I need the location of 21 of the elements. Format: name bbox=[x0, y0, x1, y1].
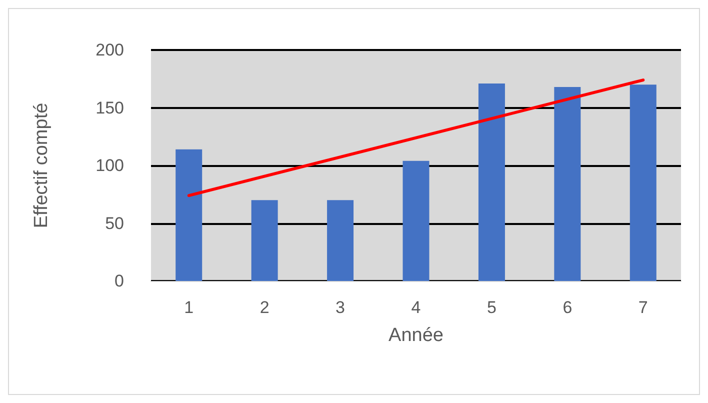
y-tick-label: 150 bbox=[96, 98, 124, 118]
bar bbox=[630, 84, 656, 281]
y-tick-label: 0 bbox=[114, 272, 124, 290]
bar bbox=[554, 86, 581, 281]
x-tick-label: 3 bbox=[336, 298, 346, 317]
x-axis-title: Année bbox=[388, 325, 444, 346]
bar bbox=[251, 200, 278, 281]
y-tick-label: 50 bbox=[105, 214, 124, 233]
x-tick-label: 7 bbox=[638, 298, 648, 317]
x-tick-label: 2 bbox=[260, 298, 270, 317]
y-tick-label: 200 bbox=[96, 40, 124, 60]
bar bbox=[402, 160, 430, 281]
x-tick-label: 1 bbox=[184, 298, 194, 317]
x-tick-label: 4 bbox=[411, 298, 421, 317]
bar bbox=[176, 149, 202, 281]
y-tick-label: 100 bbox=[96, 156, 124, 175]
bar bbox=[327, 200, 354, 281]
x-tick-label: 5 bbox=[486, 298, 496, 317]
y-axis-title: Effectif compté bbox=[31, 102, 52, 228]
x-tick-label: 6 bbox=[562, 298, 572, 317]
bar bbox=[478, 83, 505, 281]
